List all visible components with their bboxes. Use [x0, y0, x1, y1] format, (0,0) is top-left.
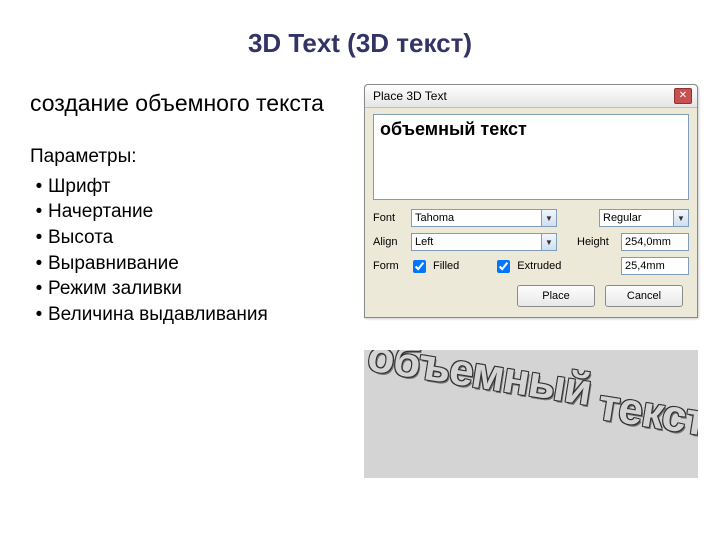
page-title: 3D Text (3D текст)	[0, 0, 720, 79]
param-label: Выравнивание	[48, 253, 179, 274]
cancel-button[interactable]: Cancel	[605, 285, 683, 307]
dialog-title: Place 3D Text	[373, 89, 447, 103]
align-select[interactable]	[411, 233, 557, 251]
params-list: •Шрифт •Начертание •Высота •Выравнивание…	[30, 174, 330, 328]
row-align: Align ▼ Height	[373, 233, 689, 251]
param-label: Начертание	[48, 201, 153, 222]
param-label: Шрифт	[48, 176, 111, 197]
left-column: создание объемного текста Параметры: •Шр…	[30, 90, 330, 327]
font-select[interactable]	[411, 209, 557, 227]
param-label: Величина выдавливания	[48, 304, 268, 325]
param-label: Режим заливки	[48, 278, 182, 299]
dialog-body: Font ▼ ▼ Align ▼ Height Form Fill	[365, 108, 697, 317]
row-form: Form Filled Extruded	[373, 257, 689, 275]
param-label: Высота	[48, 227, 113, 248]
text3d-word: текст	[595, 380, 698, 446]
extruded-label: Extruded	[517, 260, 561, 272]
extrude-input[interactable]	[621, 257, 689, 275]
list-item: •Режим заливки	[30, 276, 330, 302]
extruded-checkbox[interactable]	[497, 260, 510, 273]
list-item: •Величина выдавливания	[30, 302, 330, 328]
filled-label: Filled	[433, 260, 459, 272]
list-item: •Шрифт	[30, 174, 330, 200]
text-input[interactable]	[373, 114, 689, 200]
close-icon: ✕	[679, 91, 687, 101]
params-heading: Параметры:	[30, 146, 330, 168]
align-label: Align	[373, 236, 407, 248]
form-label: Form	[373, 260, 407, 272]
dialog-titlebar[interactable]: Place 3D Text ✕	[365, 85, 697, 108]
text3d-group: объемный текст	[364, 350, 698, 435]
close-button[interactable]: ✕	[674, 88, 692, 104]
place-3d-text-dialog: Place 3D Text ✕ Font ▼ ▼ Align ▼	[364, 84, 698, 318]
place-button[interactable]: Place	[517, 285, 595, 307]
row-font: Font ▼ ▼	[373, 209, 689, 227]
text3d-preview: объемный текст	[364, 350, 698, 478]
page-subtitle: создание объемного текста	[30, 90, 330, 118]
font-style-select[interactable]	[599, 209, 689, 227]
height-label: Height	[577, 236, 617, 248]
list-item: •Выравнивание	[30, 251, 330, 277]
filled-checkbox[interactable]	[413, 260, 426, 273]
list-item: •Высота	[30, 225, 330, 251]
text3d-word: объемный	[364, 350, 594, 416]
list-item: •Начертание	[30, 199, 330, 225]
font-label: Font	[373, 212, 407, 224]
dialog-buttons: Place Cancel	[373, 285, 689, 307]
height-input[interactable]	[621, 233, 689, 251]
